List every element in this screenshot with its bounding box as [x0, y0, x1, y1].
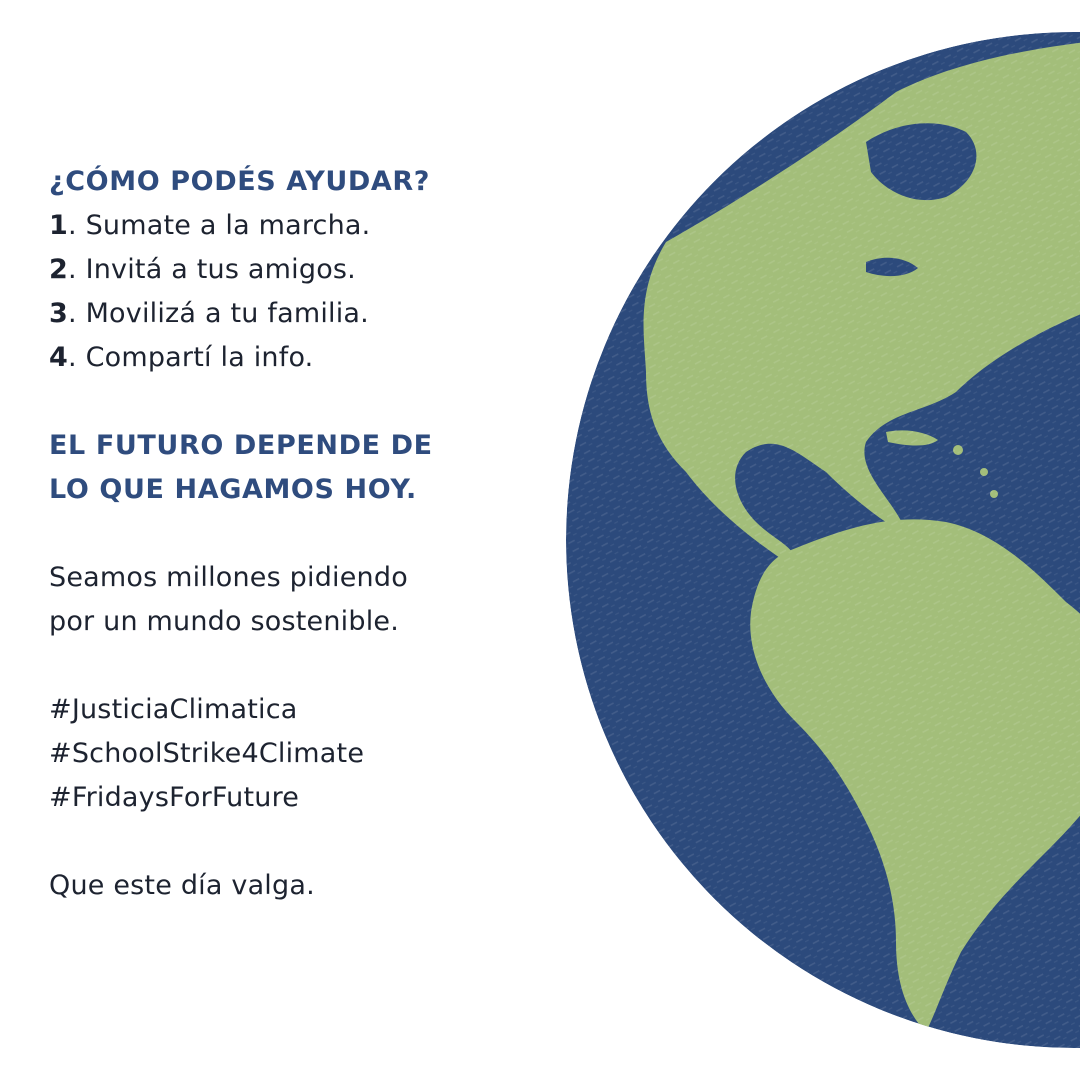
step-number: 4 — [49, 342, 68, 373]
spacer — [49, 380, 529, 424]
globe-americas-icon — [566, 32, 1080, 1048]
step-number: 1 — [49, 210, 68, 241]
globe-texture — [566, 32, 1080, 1048]
call-to-action-line-2: por un mundo sostenible. — [49, 606, 400, 637]
step-text: . Sumate a la marcha. — [68, 210, 371, 241]
step-text: . Movilizá a tu familia. — [68, 298, 369, 329]
step-text: . Compartí la info. — [68, 342, 314, 373]
spacer — [49, 820, 529, 864]
spacer — [49, 512, 529, 556]
hashtag-school-strike: #SchoolStrike4Climate — [49, 738, 365, 769]
closing-line: Que este día valga. — [49, 870, 315, 901]
step-number: 3 — [49, 298, 68, 329]
future-heading-line-2: LO QUE HAGAMOS HOY. — [49, 474, 417, 505]
step-item-1: 1. Sumate a la marcha. — [49, 204, 529, 248]
future-heading-line-1: EL FUTURO DEPENDE DE — [49, 430, 433, 461]
spacer — [49, 644, 529, 688]
hashtag-fridays-for-future: #FridaysForFuture — [49, 782, 300, 813]
hashtag-justicia-climatica: #JusticiaClimatica — [49, 694, 298, 725]
step-item-4: 4. Compartí la info. — [49, 336, 529, 380]
step-item-2: 2. Invitá a tus amigos. — [49, 248, 529, 292]
step-text: . Invitá a tus amigos. — [68, 254, 356, 285]
help-heading: ¿CÓMO PODÉS AYUDAR? — [49, 166, 431, 197]
call-to-action-line-1: Seamos millones pidiendo — [49, 562, 408, 593]
step-item-3: 3. Movilizá a tu familia. — [49, 292, 529, 336]
step-number: 2 — [49, 254, 68, 285]
text-column: ¿CÓMO PODÉS AYUDAR? 1. Sumate a la march… — [49, 160, 529, 908]
